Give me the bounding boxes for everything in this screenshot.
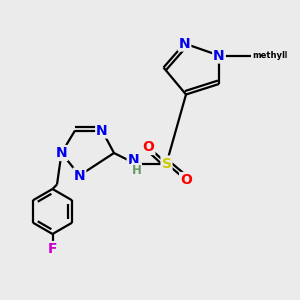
Text: H: H — [132, 164, 141, 177]
Text: O: O — [180, 173, 192, 187]
Text: N: N — [96, 124, 108, 137]
Text: N: N — [56, 146, 67, 160]
Text: N: N — [128, 153, 139, 167]
Text: N: N — [74, 169, 85, 182]
Text: O: O — [142, 140, 154, 154]
Text: methyl: methyl — [252, 51, 285, 60]
Text: S: S — [161, 157, 172, 170]
Text: N: N — [213, 49, 225, 62]
Text: methyl: methyl — [252, 51, 287, 60]
Text: N: N — [179, 37, 190, 50]
Text: F: F — [48, 242, 57, 256]
